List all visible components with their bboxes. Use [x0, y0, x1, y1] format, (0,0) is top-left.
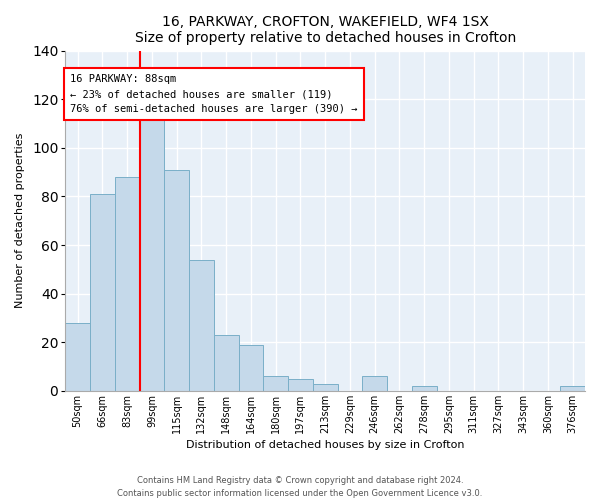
Bar	[189, 260, 214, 391]
Bar	[90, 194, 115, 391]
Bar	[263, 376, 288, 391]
Y-axis label: Number of detached properties: Number of detached properties	[15, 133, 25, 308]
Bar	[115, 177, 140, 391]
Title: 16, PARKWAY, CROFTON, WAKEFIELD, WF4 1SX
Size of property relative to detached h: 16, PARKWAY, CROFTON, WAKEFIELD, WF4 1SX…	[134, 15, 516, 45]
Bar	[239, 344, 263, 391]
Text: 16 PARKWAY: 88sqm
← 23% of detached houses are smaller (119)
76% of semi-detache: 16 PARKWAY: 88sqm ← 23% of detached hous…	[70, 74, 358, 114]
Bar	[164, 170, 189, 391]
Bar	[140, 116, 164, 391]
Bar	[412, 386, 437, 391]
Bar	[65, 323, 90, 391]
Bar	[362, 376, 387, 391]
X-axis label: Distribution of detached houses by size in Crofton: Distribution of detached houses by size …	[186, 440, 464, 450]
Text: Contains HM Land Registry data © Crown copyright and database right 2024.
Contai: Contains HM Land Registry data © Crown c…	[118, 476, 482, 498]
Bar	[313, 384, 338, 391]
Bar	[214, 335, 239, 391]
Bar	[560, 386, 585, 391]
Bar	[288, 378, 313, 391]
